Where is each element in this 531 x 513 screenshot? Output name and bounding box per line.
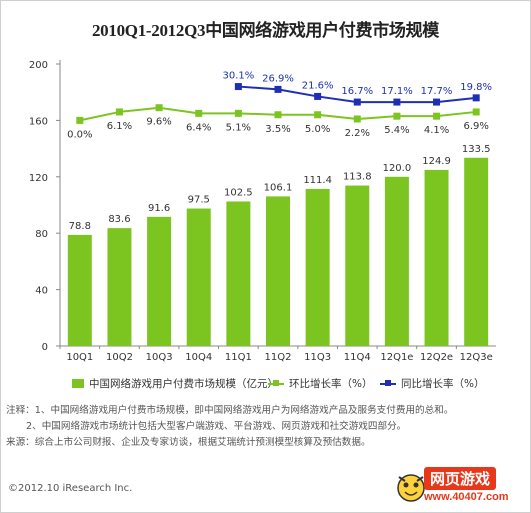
watermark-title: 网页游戏 — [424, 467, 497, 490]
copyright-text: ©2012.10 iResearch Inc. — [8, 483, 133, 494]
legend-line-swatch-green — [268, 379, 284, 388]
qoq-point — [433, 112, 441, 120]
legend-item-yoy: 同比增长率（%） — [380, 376, 484, 391]
y-tick-label: 160 — [29, 116, 48, 127]
qoq-point — [393, 112, 401, 120]
qoq-point — [234, 109, 242, 117]
qoq-point — [195, 109, 203, 117]
legend-label-qoq: 环比增长率（%） — [289, 378, 373, 390]
site-watermark: 网页游戏 www.40407.com — [390, 467, 528, 509]
chart-notes: 注释：1、中国网络游戏用户付费市场规模，即中国网络游戏用户为网络游戏产品及服务支… — [6, 403, 504, 451]
qoq-data-label: 6.4% — [186, 122, 211, 133]
bar — [266, 196, 290, 346]
bar — [226, 201, 251, 346]
qoq-data-label: 9.6% — [146, 117, 171, 128]
note-1: 注释：1、中国网络游戏用户付费市场规模，即中国网络游戏用户为网络游戏产品及服务支… — [6, 405, 454, 416]
qoq-point — [472, 108, 480, 116]
yoy-data-label: 17.1% — [381, 86, 413, 97]
watermark-url: www.40407.com — [424, 491, 509, 503]
y-tick-label: 80 — [35, 229, 48, 240]
x-tick-label: 10Q4 — [185, 352, 212, 363]
y-tick-label: 40 — [35, 286, 48, 297]
bar-data-label: 120.0 — [383, 163, 412, 174]
bar-data-label: 91.6 — [148, 203, 170, 214]
yoy-point — [393, 98, 401, 106]
note-source: 来源：综合上市公司财报、企业及专家访谈，根据艾瑞统计预测模型核算及预估数据。 — [6, 437, 371, 448]
yoy-data-label: 17.7% — [421, 86, 453, 97]
qoq-data-label: 3.5% — [265, 124, 290, 135]
bar — [424, 169, 449, 346]
bar — [67, 234, 92, 346]
bar — [384, 176, 409, 346]
x-tick-label: 11Q3 — [304, 352, 331, 363]
qoq-data-label: 5.1% — [226, 122, 251, 133]
legend-item-market-size: 中国网络游戏用户付费市场规模（亿元） — [72, 376, 278, 391]
bar-data-label: 78.8 — [69, 221, 91, 232]
qoq-data-label: 2.2% — [345, 128, 370, 139]
qoq-point — [115, 108, 123, 116]
bar — [345, 185, 370, 346]
yoy-data-label: 19.8% — [460, 82, 492, 93]
x-tick-label: 12Q1e — [380, 352, 413, 363]
yoy-data-label: 21.6% — [302, 80, 334, 91]
bar-data-label: 133.5 — [462, 144, 491, 155]
bar-data-label: 97.5 — [188, 195, 210, 206]
qoq-data-label: 6.9% — [463, 121, 488, 132]
x-tick-label: 12Q3e — [460, 352, 493, 363]
y-tick-label: 120 — [29, 173, 48, 184]
bar — [186, 208, 211, 346]
yoy-point — [274, 85, 282, 93]
yoy-data-label: 26.9% — [262, 73, 294, 84]
bar — [464, 157, 489, 346]
x-tick-label: 11Q1 — [225, 352, 252, 363]
bar — [305, 188, 330, 346]
qoq-data-label: 5.0% — [305, 124, 330, 135]
x-tick-label: 10Q3 — [146, 352, 173, 363]
legend-label-market-size: 中国网络游戏用户付费市场规模（亿元） — [89, 378, 278, 390]
yoy-point — [472, 94, 480, 102]
x-tick-label: 11Q4 — [344, 352, 371, 363]
yoy-point — [314, 92, 322, 100]
chart-title: 2010Q1-2012Q3中国网络游戏用户付费市场规模 — [91, 21, 439, 40]
qoq-data-label: 4.1% — [424, 125, 449, 136]
bar — [107, 228, 132, 346]
legend-line-swatch-blue — [380, 379, 396, 388]
yoy-point — [234, 83, 242, 91]
yoy-data-label: 30.1% — [222, 71, 254, 82]
x-tick-label: 10Q1 — [66, 352, 93, 363]
y-tick-label: 200 — [29, 60, 48, 71]
qoq-point — [155, 104, 163, 112]
qoq-point — [274, 111, 282, 119]
bar-data-label: 111.4 — [303, 175, 332, 186]
qoq-data-label: 6.1% — [107, 121, 132, 132]
bar-data-label: 102.5 — [224, 187, 253, 198]
legend-label-yoy: 同比增长率（%） — [401, 378, 485, 390]
mascot-logo-icon — [397, 474, 425, 502]
bar-data-label: 106.1 — [264, 182, 293, 193]
qoq-data-label: 0.0% — [67, 129, 92, 140]
qoq-point — [353, 115, 361, 123]
chart-plot: 0 40 80 120 160 200 78.8 83.6 91.6 97.5 102.5 106.1… — [29, 60, 496, 363]
yoy-data-label: 16.7% — [341, 86, 373, 97]
bar — [147, 216, 172, 346]
yoy-point — [353, 98, 361, 106]
qoq-point — [76, 116, 84, 124]
chart-legend: 中国网络游戏用户付费市场规模（亿元） 环比增长率（%） 同比增长率（%） — [0, 376, 531, 396]
bar-data-label: 83.6 — [108, 214, 130, 225]
legend-bar-swatch — [72, 379, 84, 388]
note-2: 2、中国网络游戏市场统计包括大型客户端游戏、平台游戏、网页游戏和社交游戏四部分。 — [26, 421, 407, 432]
x-tick-label: 10Q2 — [106, 352, 133, 363]
legend-item-qoq: 环比增长率（%） — [268, 376, 372, 391]
bar-data-label: 124.9 — [422, 156, 451, 167]
x-tick-label: 12Q2e — [420, 352, 453, 363]
y-tick-label: 0 — [42, 342, 48, 353]
qoq-point — [314, 111, 322, 119]
qoq-data-label: 5.4% — [384, 125, 409, 136]
bar-data-label: 113.8 — [343, 172, 372, 183]
yoy-point — [433, 98, 441, 106]
x-tick-label: 11Q2 — [265, 352, 292, 363]
